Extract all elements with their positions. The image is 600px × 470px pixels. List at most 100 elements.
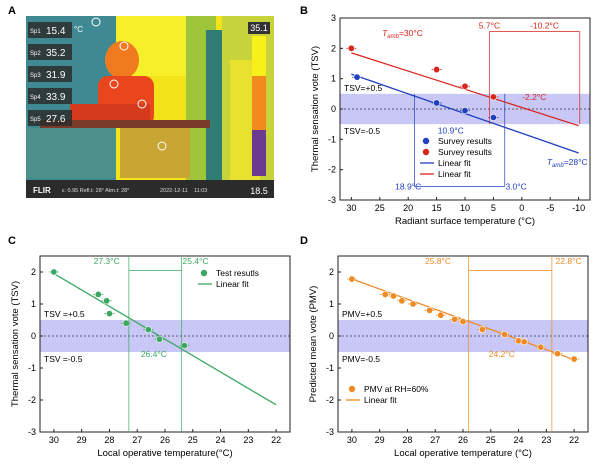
y-tick-label: 1 [31,299,36,309]
floor-left [26,128,116,178]
data-point [501,330,509,338]
legend-label: Linear fit [216,279,249,289]
scale-min: 18.5 [250,186,268,196]
readout-unit: °C [74,25,83,34]
data-point [348,275,356,283]
annotation: 18.9°C [395,181,421,191]
status-time: 11:03 [194,188,207,194]
readout-value: 33.9 [46,92,66,103]
data-point [353,73,361,81]
band-label-upper: TSV=+0.5 [344,83,383,93]
readout-value: 27.6 [46,114,66,125]
data-point [433,66,441,74]
annotation: 25.8°C [425,256,451,266]
data-point [94,290,102,298]
x-tick-label: 29 [77,435,87,445]
band-label-lower: PMV=-0.5 [342,354,380,364]
x-tick-label: 27 [430,435,440,445]
person-head [105,41,139,79]
data-point [553,350,561,358]
panel-letter-a: A [8,5,16,17]
band-label-upper: TSV =+0.5 [44,309,85,319]
x-axis-label: Radiant surface temperature (°C) [395,216,535,227]
legend-marker [422,148,430,156]
data-point [155,335,163,343]
data-point [144,326,152,334]
fit-line [53,273,277,406]
data-point [180,342,188,350]
readout-box [28,110,72,126]
data-point [381,290,389,298]
y-tick-label: 0 [329,331,334,341]
data-point [437,311,445,319]
x-tick-label: 30 [347,435,357,445]
readout-label: Sp4 [30,95,41,101]
x-tick-label: 28 [104,435,114,445]
x-tick-label: 24 [514,435,524,445]
data-point [426,306,434,314]
data-point [122,319,130,327]
x-tick-label: 23 [541,435,551,445]
crosshair-sp5 [157,141,167,151]
x-tick-label: 29 [375,435,385,445]
x-tick-label: 23 [243,435,253,445]
annotation: 25.4°C [183,256,209,266]
readout-box [28,44,72,60]
annotation-t: T [547,157,553,167]
x-tick-label: -10 [572,203,585,213]
annotation: 24.2°C [489,349,515,359]
legend-marker [348,385,356,393]
x-tick-label: 22 [271,435,281,445]
annotation: 5.7°C [479,21,500,31]
annotation: 27.3°C [94,256,120,266]
crosshair-sp2 [119,41,129,51]
readout-box [28,22,72,38]
data-point [478,326,486,334]
y-tick-label: 0 [31,331,36,341]
data-point [461,82,469,90]
data-point [433,99,441,107]
x-tick-label: -5 [546,203,554,213]
data-point [50,268,58,276]
x-axis-label: Local operative temperature (°C) [394,448,532,459]
x-tick-label: 26 [160,435,170,445]
flir-logo: FLIR [33,186,51,195]
legend-label: Survey results [438,147,492,157]
band-label-upper: PMV=+0.5 [342,309,382,319]
y-tick-label: 3 [331,13,336,23]
data-point [537,343,545,351]
y-tick-label: -2 [328,165,336,175]
band-label-lower: TSV=-0.5 [344,126,380,136]
data-point [461,107,469,115]
annotation: Tamb=28°C [547,157,588,169]
crosshairs [91,17,167,151]
crosshair-sp1 [91,17,101,27]
legend-marker [422,137,430,145]
y-tick-label: 0 [331,104,336,114]
y-axis-label: Thermal sensation vote (TSV) [310,46,321,172]
readout-label: Sp1 [30,29,41,35]
door-frame-region [206,30,222,198]
legend-label: Linear fit [438,169,471,179]
data-point [103,297,111,305]
annotation: -2.2°C [522,92,546,102]
y-axis-label: Predicted mean vote (PMV) [308,286,319,403]
desk-front [120,128,190,178]
readout-value: 15.4 [46,26,66,37]
y-tick-label: -3 [326,427,334,437]
x-tick-label: 24 [216,435,226,445]
data-point [489,113,497,121]
panel-letter-b: B [300,5,308,17]
data-point [398,297,406,305]
legend-label: Linear fit [364,395,397,405]
annotation-sub: amb [387,34,399,40]
annotation: Tamb=30°C [382,28,423,40]
crosshair-sp3 [109,79,119,89]
color-scale-hot [252,36,266,76]
x-tick-label: 25 [188,435,198,445]
x-tick-label: 25 [375,203,385,213]
readout-label: Sp3 [30,73,41,79]
